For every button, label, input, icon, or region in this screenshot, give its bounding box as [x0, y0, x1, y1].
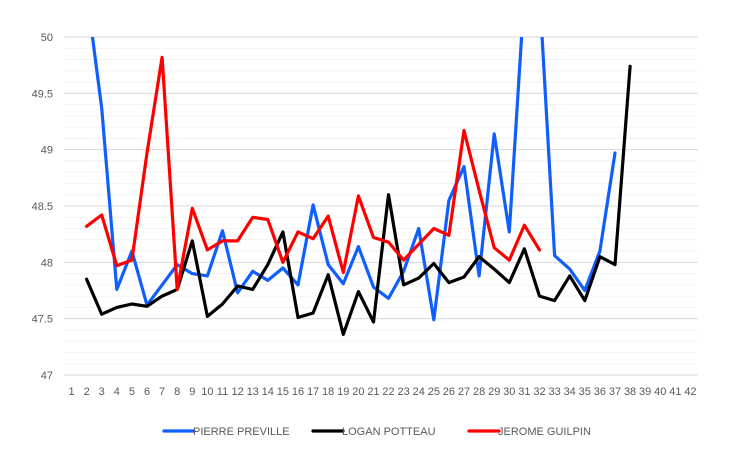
legend: PIERRE PREVILLE LOGAN POTTEAU JEROME GUILP…: [162, 426, 591, 438]
x-tick-label: 9: [189, 386, 195, 398]
x-tick-label: 11: [217, 386, 228, 398]
series-line-jerome-guilpin: [85, 55, 542, 291]
x-axis-ticks: 1 2 3 4 5 6 7 8 9 10 11 12 13 14 15 16 17 18 19 20 21 22 23 24 2…: [68, 386, 696, 398]
x-tick-label: 34: [564, 386, 576, 398]
y-tick-label: 48.5: [32, 201, 53, 213]
x-tick-label: 17: [307, 386, 319, 398]
x-tick-label: 23: [398, 386, 410, 398]
x-tick-label: 35: [579, 386, 591, 398]
y-tick-label: 49.5: [32, 88, 53, 100]
x-tick-label: 2: [84, 386, 90, 398]
series-lines: [85, 37, 632, 336]
x-tick-label: 16: [292, 386, 304, 398]
x-tick-label: 10: [201, 386, 213, 398]
x-tick-label: 41: [669, 386, 681, 398]
x-tick-label: 25: [428, 386, 440, 398]
x-tick-label: 26: [443, 386, 455, 398]
x-tick-label: 7: [159, 386, 165, 398]
y-tick-label: 47.5: [32, 314, 53, 326]
x-tick-label: 33: [548, 386, 560, 398]
grid: [64, 36, 698, 376]
y-tick-label: 50: [41, 32, 53, 44]
x-tick-label: 8: [174, 386, 180, 398]
legend-label-pierre-preville: PIERRE PREVILLE: [193, 426, 290, 438]
x-tick-label: 32: [533, 386, 545, 398]
x-tick-label: 20: [352, 386, 364, 398]
x-tick-label: 31: [518, 386, 530, 398]
x-tick-label: 6: [144, 386, 150, 398]
x-tick-label: 38: [624, 386, 636, 398]
y-axis-ticks: 47 47.5 48 48.5 49 49.5 50: [32, 32, 53, 382]
y-tick-label: 49: [41, 145, 53, 157]
x-tick-label: 15: [277, 386, 289, 398]
x-tick-label: 13: [247, 386, 259, 398]
x-tick-label: 18: [322, 386, 334, 398]
x-tick-label: 3: [99, 386, 105, 398]
y-tick-label: 48: [41, 257, 53, 269]
x-tick-label: 29: [488, 386, 500, 398]
x-tick-label: 4: [114, 386, 120, 398]
x-tick-label: 1: [68, 386, 74, 398]
x-tick-label: 28: [473, 386, 485, 398]
x-tick-label: 39: [639, 386, 651, 398]
x-tick-label: 42: [684, 386, 696, 398]
x-tick-label: 19: [337, 386, 349, 398]
legend-label-jerome-guilpin: JEROME GUILPIN: [498, 426, 591, 438]
x-tick-label: 30: [503, 386, 515, 398]
y-tick-label: 47: [41, 370, 53, 382]
x-tick-label: 36: [594, 386, 606, 398]
x-tick-label: 21: [367, 386, 379, 398]
x-tick-label: 14: [262, 386, 274, 398]
x-tick-label: 40: [654, 386, 666, 398]
legend-label-logan-potteau: LOGAN POTTEAU: [342, 426, 436, 438]
x-tick-label: 24: [413, 386, 425, 398]
x-tick-label: 27: [458, 386, 470, 398]
x-tick-label: 22: [382, 386, 394, 398]
x-tick-label: 5: [129, 386, 135, 398]
x-tick-label: 12: [231, 386, 243, 398]
x-tick-label: 37: [609, 386, 621, 398]
